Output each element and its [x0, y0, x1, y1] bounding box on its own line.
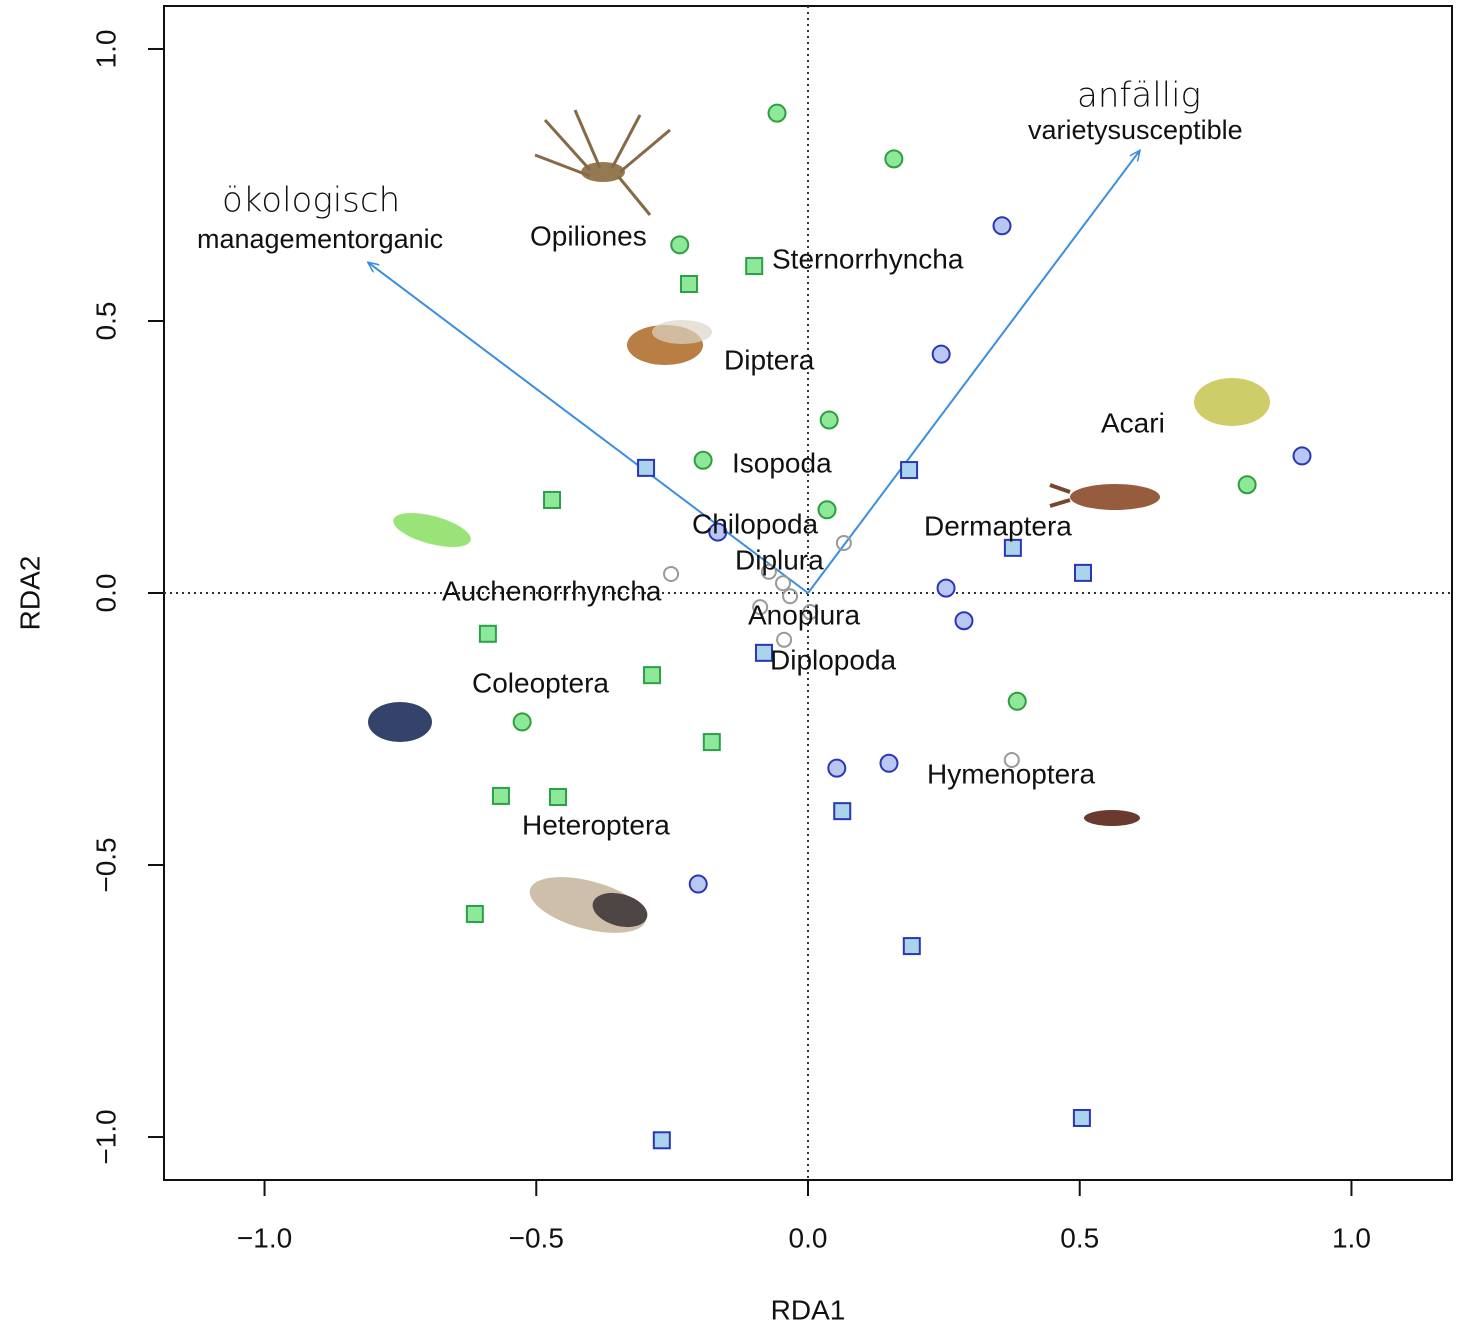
species-label: Diptera [724, 344, 815, 375]
point [512, 712, 532, 732]
y-tick-label: −0.5 [90, 837, 121, 892]
point [693, 450, 713, 470]
point [679, 274, 698, 293]
point [760, 563, 777, 580]
species-label: Auchenorrhyncha [442, 575, 662, 606]
point [931, 344, 951, 364]
biplot-arrow [807, 150, 1140, 594]
point [884, 149, 904, 169]
arrow-label: managementorganic [197, 224, 443, 254]
x-tick-label: 1.0 [1332, 1222, 1371, 1253]
point [819, 410, 839, 430]
point [1073, 563, 1092, 582]
point [879, 753, 899, 773]
point [491, 786, 510, 805]
species-label: Dermaptera [924, 510, 1072, 541]
point [670, 235, 690, 255]
point [936, 578, 956, 598]
point [802, 604, 819, 621]
y-axis-label: RDA2 [14, 556, 45, 631]
point [752, 599, 769, 616]
point [702, 733, 721, 752]
x-tick-label: 0.0 [789, 1222, 828, 1253]
species-label: Coleoptera [472, 667, 609, 698]
species-label: Acari [1101, 407, 1165, 438]
point [817, 500, 837, 520]
point [754, 643, 773, 662]
arrow-translation: anfällig [1077, 76, 1201, 116]
species-label: Opiliones [530, 220, 647, 251]
point [643, 666, 662, 685]
y-tick-label: 0.5 [90, 302, 121, 341]
species-label: Diplopoda [770, 644, 897, 675]
species-label: Isopoda [732, 447, 832, 478]
insect-illustrations [368, 109, 1270, 933]
point [1292, 446, 1312, 466]
y-tick-label: 1.0 [90, 30, 121, 69]
species-label: Diplura [735, 544, 824, 575]
x-tick-label: −0.5 [509, 1222, 564, 1253]
point [992, 216, 1012, 236]
point [652, 1131, 671, 1150]
point [478, 624, 497, 643]
species-label: Anoplura [748, 599, 861, 630]
point [1003, 752, 1020, 769]
point [776, 631, 793, 648]
point [835, 534, 852, 551]
point [549, 788, 568, 807]
species-label: Sternorrhyncha [772, 243, 964, 274]
x-tick-label: 0.5 [1060, 1222, 1099, 1253]
point [465, 904, 484, 923]
point [1007, 691, 1027, 711]
point [827, 758, 847, 778]
biplot-arrow [368, 262, 809, 594]
point [688, 874, 708, 894]
point [775, 575, 792, 592]
point [900, 461, 919, 480]
point [663, 565, 680, 582]
species-label: Hymenoptera [927, 758, 1096, 789]
point [637, 458, 656, 477]
point [782, 588, 799, 605]
point [954, 611, 974, 631]
point [1072, 1108, 1091, 1127]
y-tick-label: 0.0 [90, 574, 121, 613]
point [708, 522, 728, 542]
point [902, 937, 921, 956]
point [833, 802, 852, 821]
x-axis-label: RDA1 [771, 1294, 846, 1325]
point [1237, 475, 1257, 495]
species-label: Chilopoda [692, 508, 819, 539]
point [1003, 538, 1022, 557]
arrow-label: varietysusceptible [1028, 115, 1243, 145]
species-label: Heteroptera [522, 809, 670, 840]
point [767, 103, 787, 123]
point [543, 490, 562, 509]
x-tick-label: −1.0 [237, 1222, 292, 1253]
y-tick-label: −1.0 [90, 1109, 121, 1164]
arrow-translation: ökologisch [222, 181, 400, 221]
point [745, 257, 764, 276]
